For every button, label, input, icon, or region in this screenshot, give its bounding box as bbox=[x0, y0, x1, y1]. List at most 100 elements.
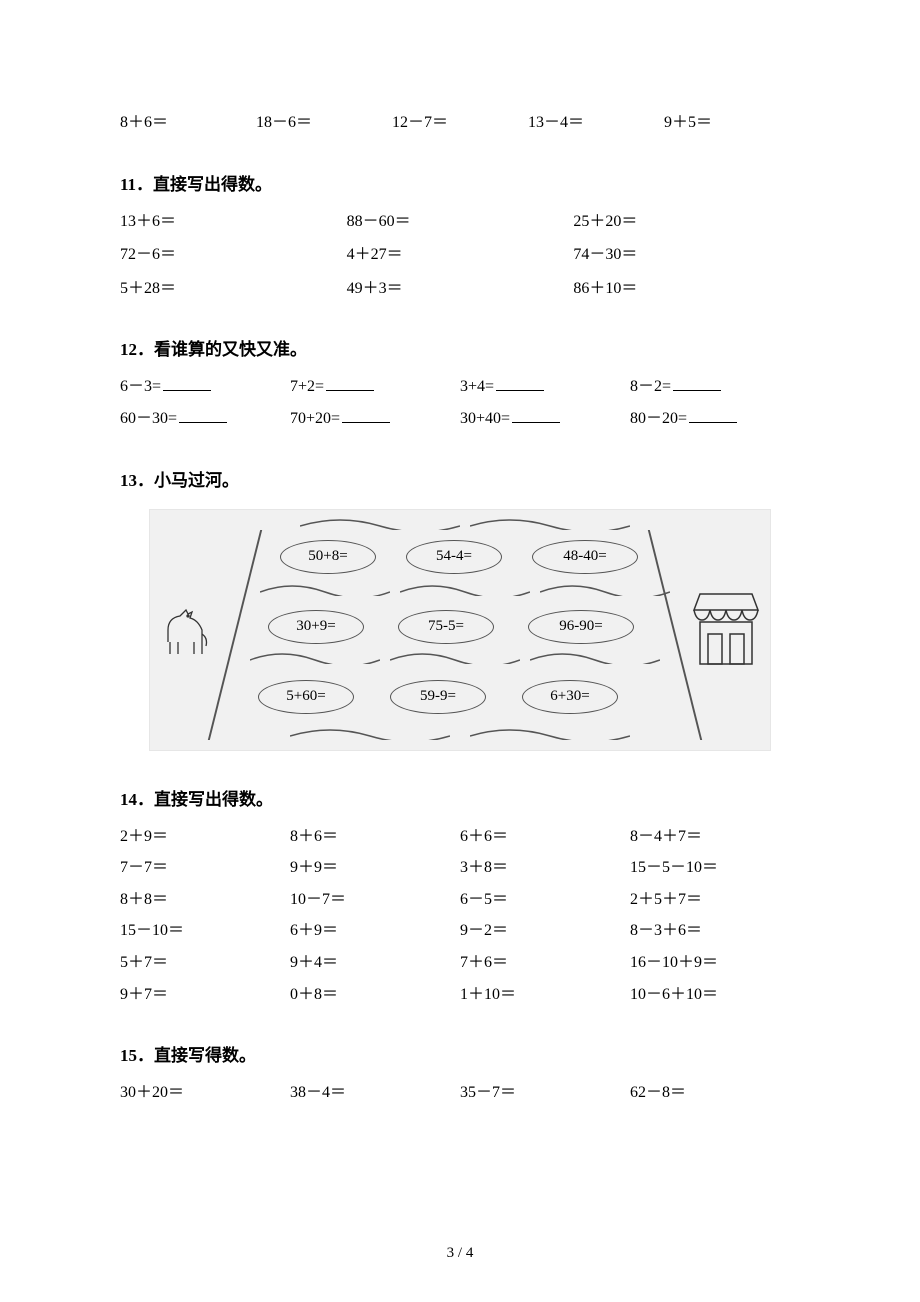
worksheet-page: 8＋6＝ 18－6＝ 12－7＝ 13－4＝ 9＋5＝ 11．直接写出得数。 1… bbox=[0, 0, 920, 1302]
expr: 88－60＝ bbox=[347, 209, 574, 235]
expr: 6＋9＝ bbox=[290, 918, 460, 944]
q14-heading: 14．直接写出得数。 bbox=[120, 785, 800, 810]
expr-with-blank: 3+4= bbox=[460, 374, 630, 400]
page-number: 3 / 4 bbox=[0, 1245, 920, 1262]
answer-blank[interactable] bbox=[163, 376, 211, 391]
stone-pill: 5+60= bbox=[258, 680, 354, 714]
expr: 18－6＝ bbox=[256, 110, 392, 136]
expr-with-blank: 60－30= bbox=[120, 406, 290, 432]
q11-row: 5＋28＝ 49＋3＝ 86＋10＝ bbox=[120, 276, 800, 302]
answer-blank[interactable] bbox=[689, 408, 737, 423]
wave-icon bbox=[260, 582, 390, 596]
expr: 13－4＝ bbox=[528, 110, 664, 136]
answer-blank[interactable] bbox=[326, 376, 374, 391]
q14-row: 2＋9＝8＋6＝6＋6＝8－4＋7＝ bbox=[120, 824, 800, 850]
q14-row: 9＋7＝0＋8＝1＋10＝10－6＋10＝ bbox=[120, 982, 800, 1008]
expr: 38－4＝ bbox=[290, 1080, 460, 1106]
expr: 4＋27＝ bbox=[347, 242, 574, 268]
expr: 9＋9＝ bbox=[290, 855, 460, 881]
answer-blank[interactable] bbox=[512, 408, 560, 423]
q12-heading: 12．看谁算的又快又准。 bbox=[120, 335, 800, 360]
horse-river-figure: 50+8= 54-4= 48-40= 30+9= 75-5= 96-90= 5+… bbox=[149, 509, 771, 751]
expr: 49＋3＝ bbox=[347, 276, 574, 302]
expr: 8＋8＝ bbox=[120, 887, 290, 913]
expr-with-blank: 6－3= bbox=[120, 374, 290, 400]
expr-with-blank: 70+20= bbox=[290, 406, 460, 432]
expr: 30＋20＝ bbox=[120, 1080, 290, 1106]
expr: 86＋10＝ bbox=[573, 276, 800, 302]
stone-pill: 59-9= bbox=[390, 680, 486, 714]
expr: 8－4＋7＝ bbox=[630, 824, 800, 850]
row-top: 8＋6＝ 18－6＝ 12－7＝ 13－4＝ 9＋5＝ bbox=[120, 110, 800, 136]
expr: 35－7＝ bbox=[460, 1080, 630, 1106]
expr: 9－2＝ bbox=[460, 918, 630, 944]
wave-icon bbox=[530, 650, 660, 664]
expr: 5＋7＝ bbox=[120, 950, 290, 976]
expr-text: 6－3= bbox=[120, 378, 161, 395]
expr: 6－5＝ bbox=[460, 887, 630, 913]
expr: 62－8＝ bbox=[630, 1080, 800, 1106]
expr: 13＋6＝ bbox=[120, 209, 347, 235]
expr-text: 7+2= bbox=[290, 378, 324, 395]
q15-row: 30＋20＝ 38－4＝ 35－7＝ 62－8＝ bbox=[120, 1080, 800, 1106]
wave-icon bbox=[470, 516, 630, 530]
expr: 25＋20＝ bbox=[573, 209, 800, 235]
q14-row: 7－7＝9＋9＝3＋8＝15－5－10＝ bbox=[120, 855, 800, 881]
q14-row: 8＋8＝10－7＝6－5＝2＋5＋7＝ bbox=[120, 887, 800, 913]
expr-with-blank: 7+2= bbox=[290, 374, 460, 400]
stone-pill: 48-40= bbox=[532, 540, 638, 574]
q11-heading: 11．直接写出得数。 bbox=[120, 170, 800, 195]
expr-with-blank: 8－2= bbox=[630, 374, 800, 400]
expr: 10－6＋10＝ bbox=[630, 982, 800, 1008]
stone-pill: 75-5= bbox=[398, 610, 494, 644]
wave-icon bbox=[390, 650, 520, 664]
answer-blank[interactable] bbox=[673, 376, 721, 391]
expr: 6＋6＝ bbox=[460, 824, 630, 850]
expr: 7＋6＝ bbox=[460, 950, 630, 976]
expr-text: 8－2= bbox=[630, 378, 671, 395]
expr: 5＋28＝ bbox=[120, 276, 347, 302]
expr: 12－7＝ bbox=[392, 110, 528, 136]
q12-row: 6－3= 7+2= 3+4= 8－2= bbox=[120, 374, 800, 400]
q15-heading: 15．直接写得数。 bbox=[120, 1041, 800, 1066]
wave-icon bbox=[290, 726, 450, 740]
stone-pill: 30+9= bbox=[268, 610, 364, 644]
expr: 7－7＝ bbox=[120, 855, 290, 881]
expr: 2＋9＝ bbox=[120, 824, 290, 850]
expr-with-blank: 80－20= bbox=[630, 406, 800, 432]
horse-icon bbox=[158, 600, 218, 660]
shop-icon bbox=[690, 590, 762, 670]
wave-icon bbox=[300, 516, 460, 530]
expr: 9＋5＝ bbox=[664, 110, 800, 136]
expr: 74－30＝ bbox=[573, 242, 800, 268]
expr: 8＋6＝ bbox=[290, 824, 460, 850]
answer-blank[interactable] bbox=[496, 376, 544, 391]
wave-icon bbox=[540, 582, 670, 596]
q14-row: 5＋7＝9＋4＝7＋6＝16－10＋9＝ bbox=[120, 950, 800, 976]
expr-text: 3+4= bbox=[460, 378, 494, 395]
q12-row: 60－30= 70+20= 30+40= 80－20= bbox=[120, 406, 800, 432]
wave-icon bbox=[400, 582, 530, 596]
q11-row: 72－6＝ 4＋27＝ 74－30＝ bbox=[120, 242, 800, 268]
q14-row: 15－10＝6＋9＝9－2＝8－3＋6＝ bbox=[120, 918, 800, 944]
expr: 15－10＝ bbox=[120, 918, 290, 944]
expr-text: 70+20= bbox=[290, 410, 340, 427]
expr: 9＋4＝ bbox=[290, 950, 460, 976]
q13-heading: 13．小马过河。 bbox=[120, 466, 800, 491]
stone-pill: 96-90= bbox=[528, 610, 634, 644]
stone-pill: 50+8= bbox=[280, 540, 376, 574]
expr: 3＋8＝ bbox=[460, 855, 630, 881]
q14-rows: 2＋9＝8＋6＝6＋6＝8－4＋7＝ 7－7＝9＋9＝3＋8＝15－5－10＝ 8＋… bbox=[120, 824, 800, 1008]
q11-row: 13＋6＝ 88－60＝ 25＋20＝ bbox=[120, 209, 800, 235]
expr-text: 80－20= bbox=[630, 410, 687, 427]
expr: 9＋7＝ bbox=[120, 982, 290, 1008]
expr: 1＋10＝ bbox=[460, 982, 630, 1008]
answer-blank[interactable] bbox=[179, 408, 227, 423]
stone-pill: 6+30= bbox=[522, 680, 618, 714]
answer-blank[interactable] bbox=[342, 408, 390, 423]
expr: 2＋5＋7＝ bbox=[630, 887, 800, 913]
expr: 8－3＋6＝ bbox=[630, 918, 800, 944]
wave-icon bbox=[470, 726, 630, 740]
stone-pill: 54-4= bbox=[406, 540, 502, 574]
expr-with-blank: 30+40= bbox=[460, 406, 630, 432]
